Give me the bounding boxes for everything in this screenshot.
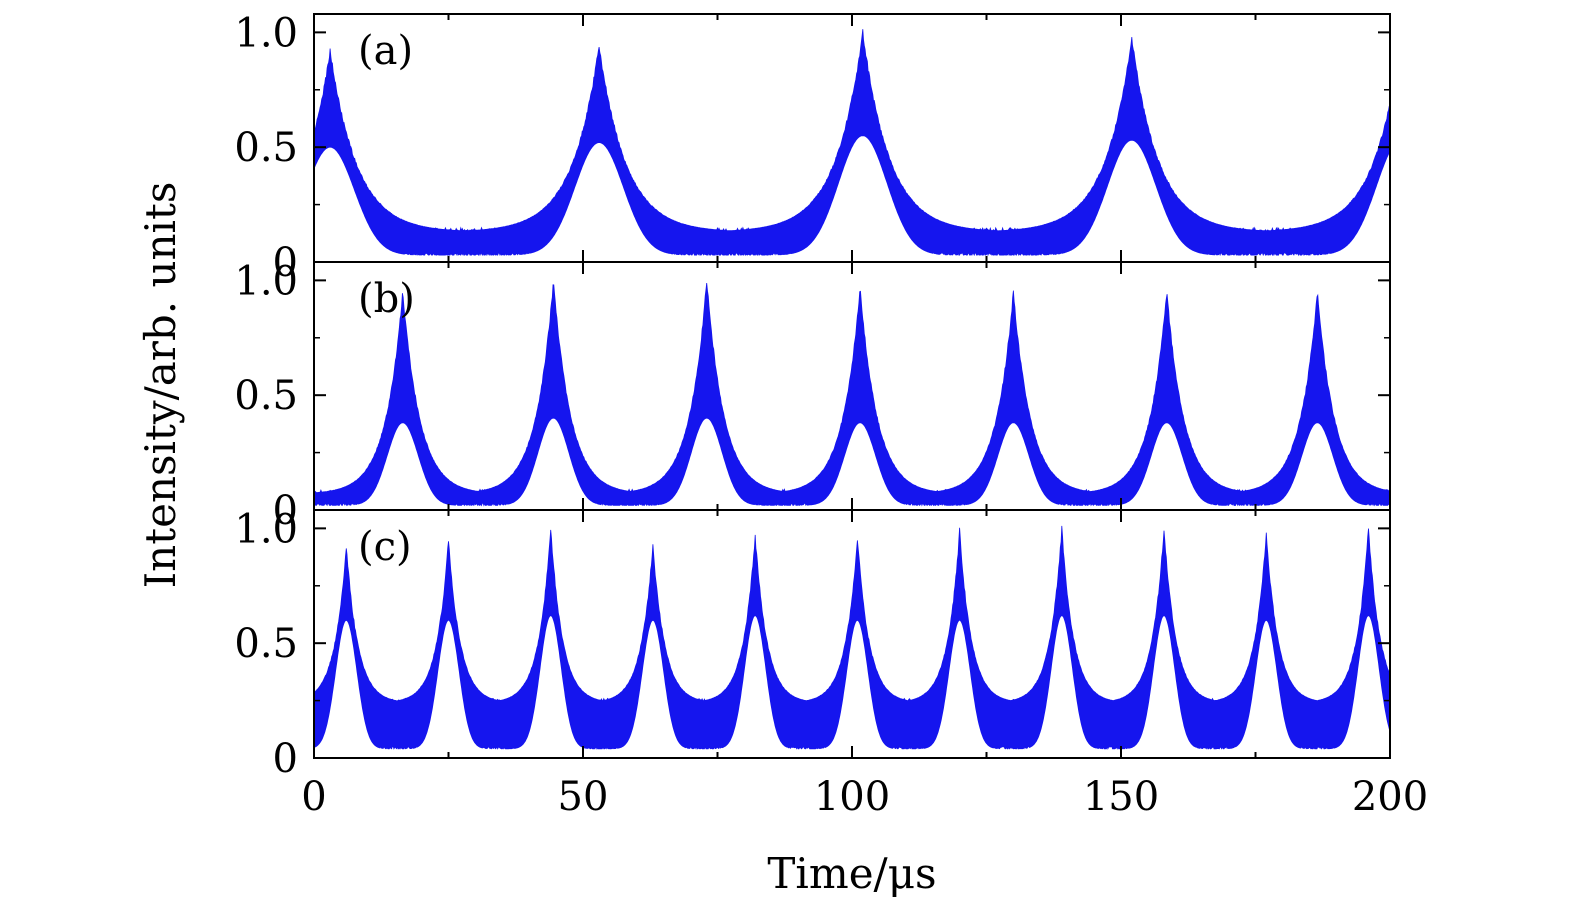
y-tick-label: 0.5 — [234, 621, 298, 667]
y-tick-label: 0 — [273, 488, 298, 534]
series-trace-a — [314, 29, 1390, 257]
panel-c: 0 0.5 1.0 (c) — [234, 506, 1391, 782]
x-axis: 0 50 100 150 200 — [301, 774, 1428, 820]
y-tick-label: 0 — [273, 240, 298, 286]
panels: 0 0.5 1.0 (a) 0 0.5 1.0 (b) 0 0.5 1.0 (c) — [234, 10, 1391, 782]
y-tick-label: 0.5 — [234, 373, 298, 419]
panel-label: (a) — [358, 28, 413, 74]
x-axis-title: Time/μs — [767, 849, 936, 898]
panel-b: 0 0.5 1.0 (b) — [234, 258, 1391, 534]
y-tick-label: 0.5 — [234, 125, 298, 171]
panel-a: 0 0.5 1.0 (a) — [234, 10, 1391, 286]
panel-label: (b) — [358, 276, 415, 322]
y-tick-label: 1.0 — [234, 258, 298, 304]
y-tick-label: 1.0 — [234, 506, 298, 552]
series-trace-b — [314, 283, 1390, 507]
y-tick-label: 1.0 — [234, 10, 298, 56]
x-tick-label: 150 — [1083, 774, 1159, 820]
panel-label: (c) — [358, 524, 412, 570]
y-axis-title: Intensity/arb. units — [136, 182, 185, 589]
x-tick-label: 200 — [1352, 774, 1428, 820]
x-tick-label: 0 — [301, 774, 326, 820]
x-tick-label: 50 — [558, 774, 609, 820]
series-trace-c — [314, 525, 1390, 750]
y-tick-label: 0 — [273, 736, 298, 782]
x-tick-label: 100 — [814, 774, 890, 820]
